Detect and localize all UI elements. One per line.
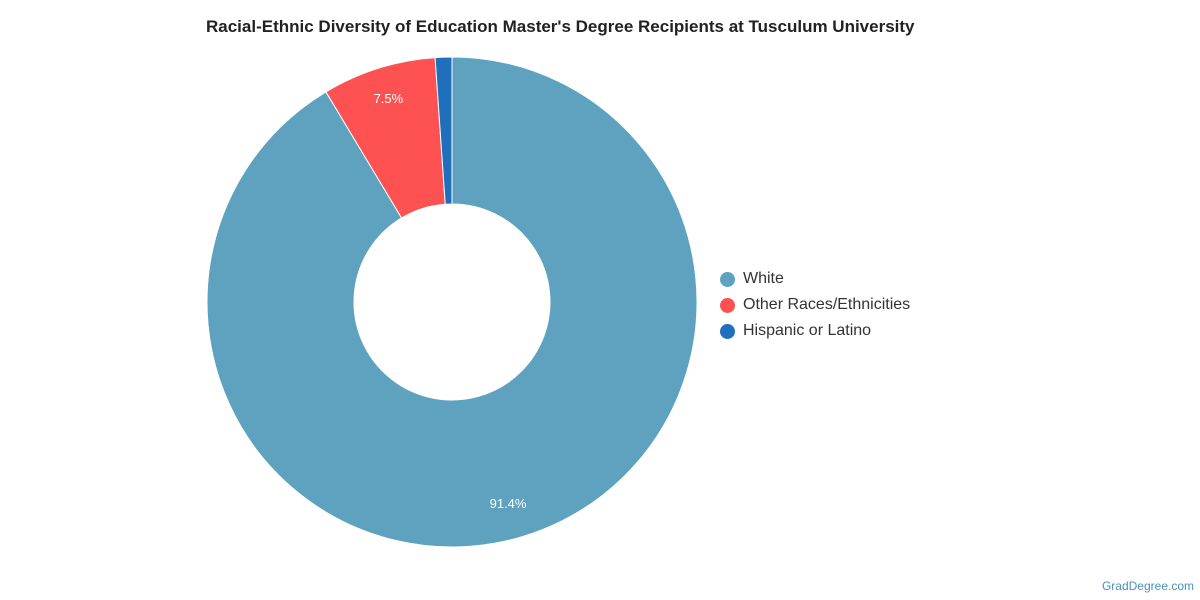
slice-hispanic[interactable]: [434, 56, 453, 205]
legend-swatch-white: [720, 271, 735, 287]
slice-other-races-label: 7.5%: [374, 91, 404, 106]
legend-swatch-hispanic: [720, 323, 735, 339]
chart-title: Racial-Ethnic Diversity of Education Mas…: [206, 17, 915, 36]
legend-label-other-races: Other Races/Ethnicities: [743, 296, 911, 313]
legend-item-white[interactable]: White: [720, 266, 910, 292]
legend: White Other Races/Ethnicities Hispanic o…: [720, 266, 910, 344]
slice-white-label: 91.4%: [490, 496, 527, 511]
legend-swatch-other-races: [720, 297, 735, 313]
legend-item-hispanic[interactable]: Hispanic or Latino: [720, 318, 910, 344]
legend-label-hispanic: Hispanic or Latino: [743, 322, 872, 339]
source-credit-link[interactable]: GradDegree.com: [1101, 579, 1194, 593]
legend-item-other-races[interactable]: Other Races/Ethnicities: [720, 292, 910, 318]
slice-white[interactable]: [206, 56, 698, 548]
legend-label-white: White: [743, 270, 784, 287]
